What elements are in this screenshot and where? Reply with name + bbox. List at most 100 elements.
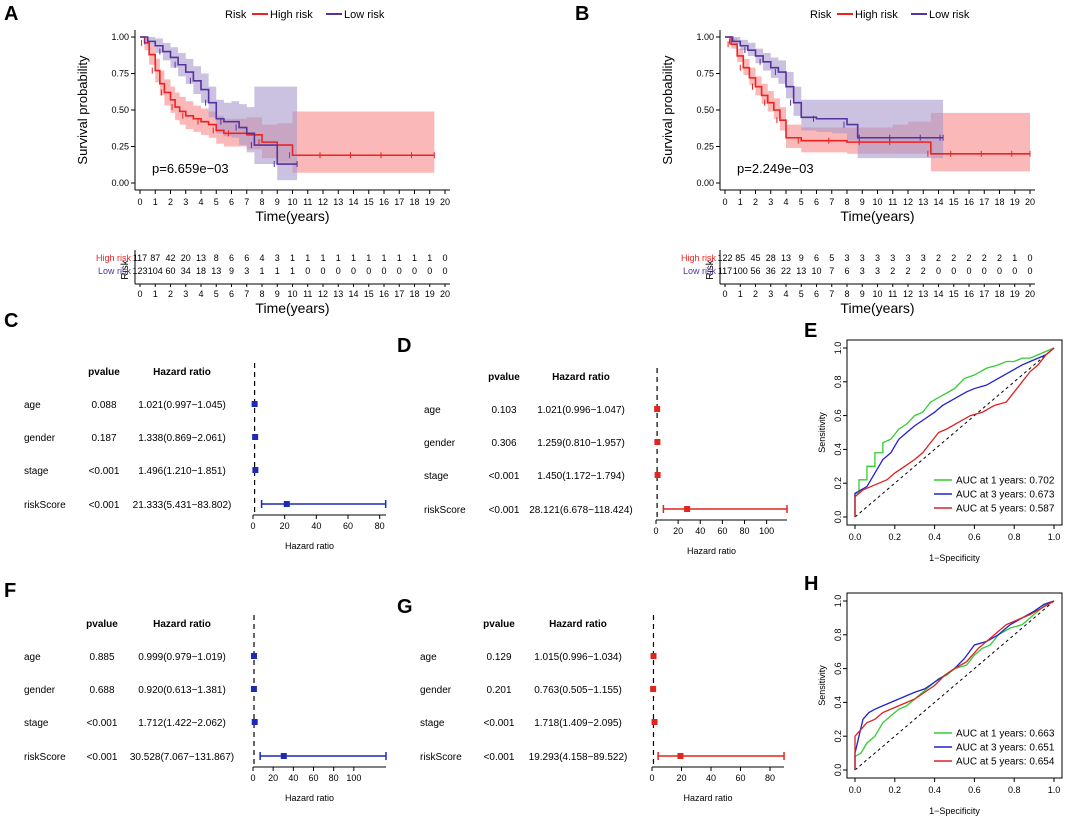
legend-label: AUC at 5 years: 0.654 <box>956 757 1055 768</box>
risk-high-count: 28 <box>766 253 776 263</box>
hr-point <box>251 719 258 725</box>
high-risk-curve <box>725 36 1030 155</box>
panel-label-d: D <box>397 335 411 357</box>
risk-low-count: 104 <box>148 266 163 276</box>
risk-x-tick-label: 7 <box>244 289 249 299</box>
x-axis-title: Hazard ratio <box>285 541 334 551</box>
x-tick-label: 13 <box>918 197 928 207</box>
risk-x-tick-label: 18 <box>409 289 419 299</box>
row-label: age <box>24 400 41 411</box>
risk-table-y-title: Risk <box>120 259 131 279</box>
row-label: age <box>424 405 441 416</box>
risk-x-tick-label: 16 <box>964 289 974 299</box>
x-tick-label: 40 <box>695 526 705 536</box>
x-tick-label: 1 <box>738 197 743 207</box>
y-tick-label: 0.6 <box>833 409 843 422</box>
risk-x-tick-label: 7 <box>829 289 834 299</box>
forest-panel-g: pvalue Hazard ratio age 0.129 1.015(0.996−1.… <box>420 615 785 803</box>
x-tick-label: 0.6 <box>968 532 981 542</box>
panel-label-f: F <box>4 580 16 602</box>
row-hazard-ratio: 1.712(1.422−2.062) <box>138 718 226 729</box>
forest-panel-f: pvalue Hazard ratio age 0.885 0.999(0.979−1.… <box>24 615 387 803</box>
risk-x-tick-label: 5 <box>214 289 219 299</box>
risk-x-tick-label: 17 <box>394 289 404 299</box>
x-tick-label: 6 <box>229 197 234 207</box>
risk-high-count: 122 <box>717 253 732 263</box>
low-risk-ci-band <box>725 37 944 159</box>
row-hazard-ratio: 1.450(1.172−1.794) <box>537 471 625 482</box>
risk-high-count: 5 <box>829 253 834 263</box>
hazard-ratio-header: Hazard ratio <box>552 372 610 383</box>
risk-low-count: 10 <box>811 266 821 276</box>
x-tick-label: 10 <box>287 197 297 207</box>
risk-high-count: 3 <box>875 253 880 263</box>
risk-high-count: 1 <box>366 253 371 263</box>
risk-low-count: 0 <box>936 266 941 276</box>
row-pvalue: <0.001 <box>89 500 120 511</box>
x-tick-label: 8 <box>844 197 849 207</box>
row-hazard-ratio: 21.333(5.431−83.802) <box>133 500 232 511</box>
risk-high-count: 8 <box>214 253 219 263</box>
y-tick-label: 0.8 <box>833 629 843 642</box>
risk-low-count: 18 <box>196 266 206 276</box>
risk-high-count: 1 <box>397 253 402 263</box>
row-hazard-ratio: 1.021(0.997−1.045) <box>138 400 226 411</box>
x-axis-title: Hazard ratio <box>687 546 736 556</box>
risk-high-count: 85 <box>735 253 745 263</box>
y-tick-label: 0.25 <box>111 142 129 152</box>
risk-high-count: 1 <box>305 253 310 263</box>
risk-x-tick-label: 1 <box>738 289 743 299</box>
x-tick-label: 13 <box>333 197 343 207</box>
risk-low-count: 2 <box>890 266 895 276</box>
roc-curve-3yr <box>854 600 1055 770</box>
risk-low-count: 9 <box>229 266 234 276</box>
x-tick-label: 100 <box>759 526 774 536</box>
x-tick-label: 0.4 <box>928 532 941 542</box>
risk-x-tick-label: 18 <box>994 289 1004 299</box>
x-tick-label: 20 <box>1025 197 1035 207</box>
hazard-ratio-header: Hazard ratio <box>153 619 211 630</box>
y-tick-label: 1.00 <box>111 32 129 42</box>
roc-panel-e: 0.0 0.0 0.2 0.2 0.4 0.4 0.6 0.6 0.8 0.8 1.0 1.0 1−Sp… <box>817 339 1063 563</box>
risk-high-count: 9 <box>799 253 804 263</box>
risk-low-count: 0 <box>336 266 341 276</box>
x-tick-label: 6 <box>814 197 819 207</box>
risk-x-tick-label: 9 <box>860 289 865 299</box>
row-label: stage <box>424 471 449 482</box>
row-label: riskScore <box>424 505 466 516</box>
x-tick-label: 60 <box>735 773 745 783</box>
risk-low-count: 1 <box>275 266 280 276</box>
risk-x-tick-label: 0 <box>722 289 727 299</box>
x-tick-label: 7 <box>829 197 834 207</box>
risk-high-count: 2 <box>966 253 971 263</box>
hr-point <box>650 653 657 659</box>
risk-low-count: 117 <box>718 266 732 276</box>
x-tick-label: 14 <box>933 197 943 207</box>
x-tick-label: 0 <box>250 773 255 783</box>
risk-high-count: 13 <box>781 253 791 263</box>
hr-point <box>654 406 661 412</box>
row-pvalue: <0.001 <box>489 505 520 516</box>
risk-low-count: 2 <box>921 266 926 276</box>
x-tick-label: 0.6 <box>968 785 981 795</box>
hr-point <box>252 467 259 473</box>
risk-low-count: 34 <box>181 266 191 276</box>
risk-x-tick-label: 15 <box>949 289 959 299</box>
risk-x-tick-label: 12 <box>318 289 328 299</box>
roc-panel-h: 0.0 0.0 0.2 0.2 0.4 0.4 0.6 0.6 0.8 0.8 1.0 1.0 1−Sp… <box>817 592 1063 816</box>
x-axis-title: 1−Specificity <box>929 553 980 563</box>
row-hazard-ratio: 19.293(4.158−89.522) <box>529 752 628 763</box>
km-panel-a: Risk High risk Low risk0.000.250.500.751.0… <box>75 9 450 316</box>
x-tick-label: 0 <box>722 197 727 207</box>
x-tick-label: 2 <box>168 197 173 207</box>
x-tick-label: 20 <box>676 773 686 783</box>
x-tick-label: 11 <box>303 197 312 207</box>
risk-high-count: 42 <box>165 253 175 263</box>
row-label: gender <box>24 433 56 444</box>
y-tick-label: 0.0 <box>833 511 843 524</box>
hr-point <box>677 753 684 759</box>
risk-high-count: 3 <box>275 253 280 263</box>
x-tick-label: 3 <box>768 197 773 207</box>
risk-high-count: 1 <box>336 253 341 263</box>
